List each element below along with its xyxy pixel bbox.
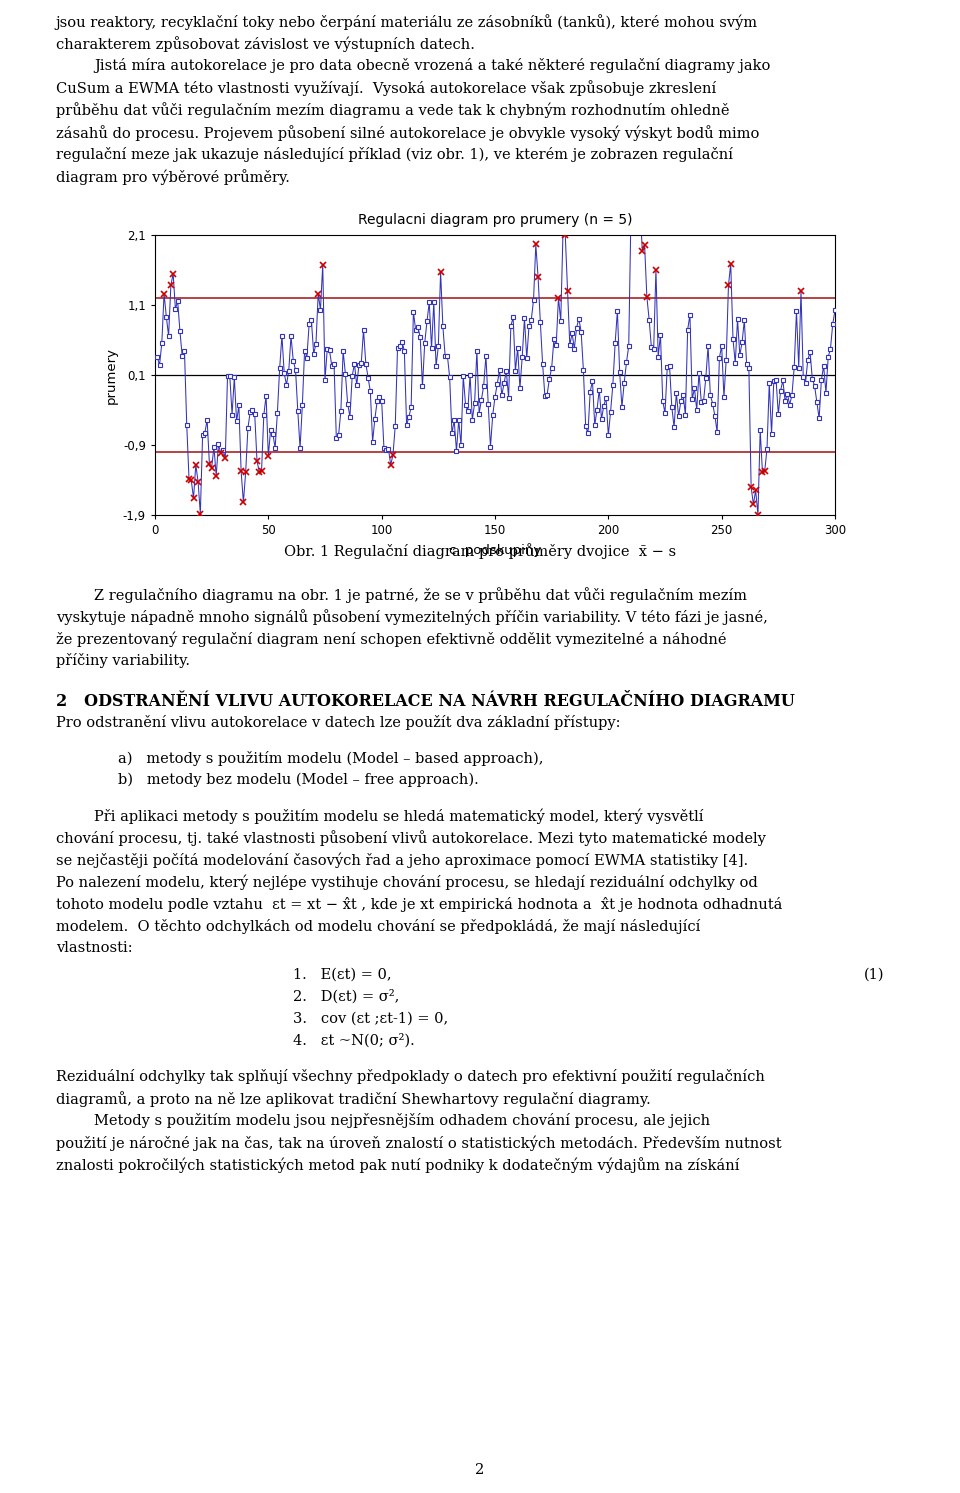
Text: charakterem způsobovat závislost ve výstupních datech.: charakterem způsobovat závislost ve výst…: [56, 36, 474, 52]
Text: Pro odstranění vlivu autokorelace v datech lze použít dva základní přístupy:: Pro odstranění vlivu autokorelace v date…: [56, 715, 620, 730]
Text: Z regulačního diagramu na obr. 1 je patrné, že se v průběhu dat vůči regulačním : Z regulačního diagramu na obr. 1 je patr…: [94, 587, 747, 603]
Title: Regulacni diagram pro prumery (n = 5): Regulacni diagram pro prumery (n = 5): [358, 213, 633, 227]
X-axis label: c. podskupiny: c. podskupiny: [449, 543, 541, 557]
Text: 3.   cov (εt ;εt-1) = 0,: 3. cov (εt ;εt-1) = 0,: [293, 1011, 448, 1026]
Text: tohoto modelu podle vztahu  εt = xt − x̂t , kde je xt empirická hodnota a  x̂t j: tohoto modelu podle vztahu εt = xt − x̂t…: [56, 896, 782, 912]
Text: 2   ODSTRANĚNÍ VLIVU AUTOKORELACE NA NÁVRH REGULAČNÍHO DIAGRAMU: 2 ODSTRANĚNÍ VLIVU AUTOKORELACE NA NÁVRH…: [56, 693, 795, 711]
Text: jsou reaktory, recyklační toky nebo čerpání materiálu ze zásobníků (tanků), kter: jsou reaktory, recyklační toky nebo čerp…: [56, 13, 757, 30]
Text: Metody s použitím modelu jsou nejpřesnějším odhadem chování procesu, ale jejich: Metody s použitím modelu jsou nejpřesněj…: [94, 1114, 710, 1129]
Text: 1.   E(εt) = 0,: 1. E(εt) = 0,: [293, 967, 392, 981]
Y-axis label: prumery: prumery: [105, 346, 117, 403]
Text: se nejčastěji počítá modelování časových řad a jeho aproximace pomocí EWMA stati: se nejčastěji počítá modelování časových…: [56, 853, 748, 867]
Text: Reziduální odchylky tak splňují všechny předpoklady o datech pro efektivní použi: Reziduální odchylky tak splňují všechny …: [56, 1069, 764, 1084]
Text: CuSum a EWMA této vlastnosti využívají.  Vysoká autokorelace však způsobuje zkre: CuSum a EWMA této vlastnosti využívají. …: [56, 81, 716, 97]
Text: že prezentovaný regulační diagram není schopen efektivně oddělit vymezitelné a n: že prezentovaný regulační diagram není s…: [56, 632, 726, 646]
Text: Jistá míra autokorelace je pro data obecně vrozená a také některé regulační diag: Jistá míra autokorelace je pro data obec…: [94, 58, 771, 73]
Text: b)   metody bez modelu (Model – free approach).: b) metody bez modelu (Model – free appro…: [118, 773, 479, 787]
Text: 2.   D(εt) = σ²,: 2. D(εt) = σ²,: [293, 990, 399, 1003]
Text: diagram pro výběrové průměry.: diagram pro výběrové průměry.: [56, 169, 290, 185]
Text: (1): (1): [864, 967, 884, 981]
Text: 2: 2: [475, 1463, 485, 1477]
Text: Při aplikaci metody s použitím modelu se hledá matematický model, který vysvětlí: Při aplikaci metody s použitím modelu se…: [94, 808, 704, 824]
Text: a)   metody s použitím modelu (Model – based approach),: a) metody s použitím modelu (Model – bas…: [118, 751, 543, 766]
Text: vyskytuje nápadně mnoho signálů působení vymezitelných příčin variability. V tét: vyskytuje nápadně mnoho signálů působení…: [56, 609, 768, 626]
Text: Obr. 1 Regulační diagram pro průměry dvojice  x̄ − s: Obr. 1 Regulační diagram pro průměry dvo…: [284, 543, 676, 558]
Text: použití je náročné jak na čas, tak na úroveň znalostí o statistických metodách. : použití je náročné jak na čas, tak na úr…: [56, 1135, 781, 1151]
Text: průběhu dat vůči regulačním mezím diagramu a vede tak k chybným rozhodnutím ohle: průběhu dat vůči regulačním mezím diagra…: [56, 103, 730, 118]
Text: diagramů, a proto na ně lze aplikovat tradiční Shewhartovy regulační diagramy.: diagramů, a proto na ně lze aplikovat tr…: [56, 1091, 651, 1106]
Text: příčiny variability.: příčiny variability.: [56, 654, 190, 669]
Text: zásahů do procesu. Projevem působení silné autokorelace je obvykle vysoký výskyt: zásahů do procesu. Projevem působení sil…: [56, 125, 759, 140]
Text: 4.   εt ~N(0; σ²).: 4. εt ~N(0; σ²).: [293, 1033, 415, 1048]
Text: modelem.  O těchto odchylkách od modelu chování se předpokládá, že mají následuj: modelem. O těchto odchylkách od modelu c…: [56, 918, 700, 933]
Text: Po nalezení modelu, který nejlépe vystihuje chování procesu, se hledají reziduál: Po nalezení modelu, který nejlépe vystih…: [56, 875, 757, 890]
Text: vlastnosti:: vlastnosti:: [56, 941, 132, 954]
Text: regulační meze jak ukazuje následující příklad (viz obr. 1), ve kterém je zobraz: regulační meze jak ukazuje následující p…: [56, 146, 732, 161]
Text: chování procesu, tj. také vlastnosti působení vlivů autokorelace. Mezi tyto mate: chování procesu, tj. také vlastnosti půs…: [56, 830, 765, 847]
Text: znalosti pokročilých statistických metod pak nutí podniky k dodatečným výdajům n: znalosti pokročilých statistických metod…: [56, 1157, 739, 1173]
